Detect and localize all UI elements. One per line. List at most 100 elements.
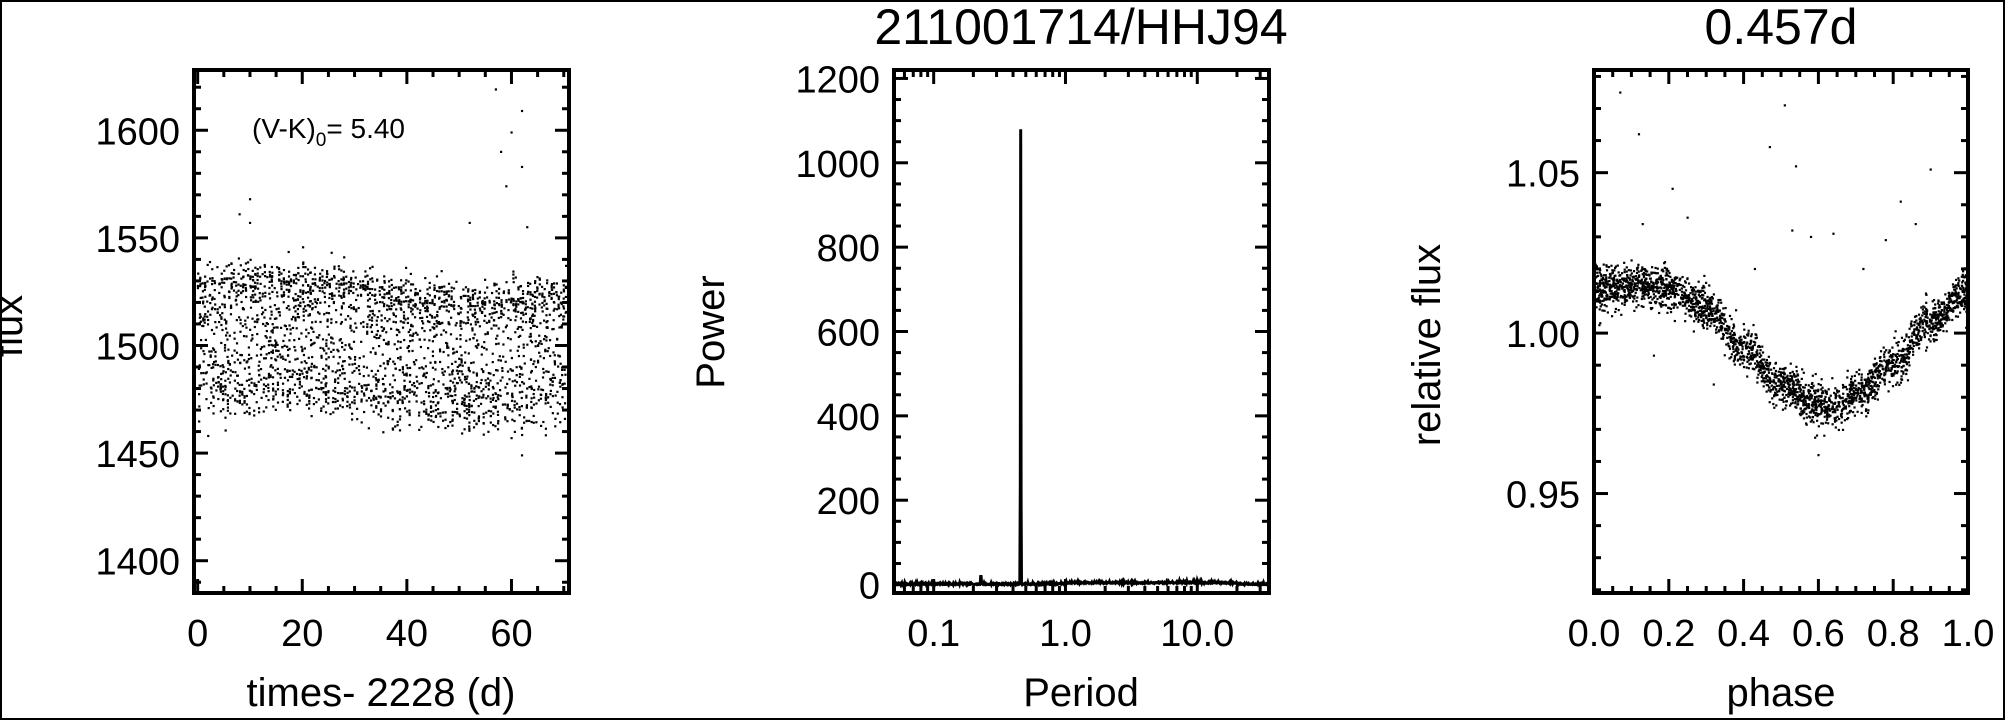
lightcurve-point: [211, 268, 214, 271]
phase-point: [1872, 396, 1875, 399]
lightcurve-point: [410, 307, 413, 310]
lightcurve-point: [330, 251, 333, 254]
lightcurve-point: [211, 363, 215, 366]
lightcurve-point: [431, 298, 434, 302]
phase-point: [1605, 265, 1608, 268]
phase-point: [1939, 314, 1942, 317]
phase-point: [1853, 414, 1856, 417]
phase-point: [1680, 290, 1683, 293]
phase-point: [1779, 373, 1783, 376]
lightcurve-point: [312, 330, 315, 333]
lightcurve-point: [342, 367, 345, 371]
lightcurve-point: [322, 387, 325, 390]
lightcurve-point: [292, 315, 295, 319]
lightcurve-point: [204, 275, 207, 278]
phase-point: [1688, 304, 1691, 307]
lightcurve-point: [436, 310, 439, 313]
lightcurve-point: [391, 386, 394, 389]
phase-point: [1896, 358, 1899, 361]
lightcurve-point: [455, 337, 458, 340]
lightcurve-point: [495, 337, 498, 340]
phase-point: [1670, 286, 1673, 289]
lightcurve-point: [221, 312, 224, 315]
lightcurve-point: [319, 301, 322, 304]
lightcurve-point: [212, 396, 215, 399]
phase-point: [1801, 368, 1804, 371]
phase-point: [1656, 272, 1659, 275]
lightcurve-point: [272, 387, 275, 390]
phase-point: [1790, 389, 1793, 393]
lightcurve-point: [475, 385, 478, 388]
phase-point: [1811, 394, 1814, 397]
lightcurve-point: [492, 324, 495, 327]
phase-point: [1712, 293, 1715, 296]
phase-point: [1820, 392, 1824, 395]
lightcurve-point: [502, 290, 506, 293]
lightcurve-point: [446, 386, 449, 390]
phase-point: [1663, 266, 1666, 269]
lightcurve-point: [518, 375, 521, 379]
phase-point: [1849, 385, 1852, 389]
phase-point: [1667, 292, 1670, 296]
lightcurve-point: [356, 392, 359, 395]
lightcurve-point: [292, 306, 296, 309]
phase-point: [1814, 406, 1817, 409]
lightcurve-point: [484, 303, 487, 306]
lightcurve-point: [398, 418, 402, 421]
lightcurve-point: [234, 412, 237, 415]
lightcurve-point: [327, 396, 330, 399]
lightcurve-point: [376, 279, 379, 282]
phase-point: [1638, 287, 1641, 290]
lightcurve-point: [531, 307, 534, 310]
lightcurve-point: [435, 319, 438, 323]
phase-point: [1898, 361, 1901, 364]
lightcurve-point: [324, 411, 328, 414]
lightcurve-point: [260, 378, 263, 381]
lightcurve-point: [297, 316, 301, 319]
lightcurve-point: [544, 348, 547, 351]
lightcurve-point: [232, 272, 235, 275]
phase-point: [1651, 306, 1654, 310]
phase-point: [1598, 271, 1601, 274]
lightcurve-point: [502, 291, 505, 295]
lightcurve-point: [453, 384, 456, 387]
phase-point: [1681, 284, 1685, 287]
lightcurve-point: [244, 323, 247, 326]
phase-point: [1660, 305, 1663, 308]
lightcurve-point: [323, 313, 326, 316]
lightcurve-point: [342, 270, 346, 273]
phase-point: [1959, 302, 1962, 305]
lightcurve-point: [494, 405, 497, 408]
phase-point: [1824, 421, 1827, 424]
lightcurve-point: [294, 349, 297, 352]
phase-point: [1694, 286, 1697, 289]
lightcurve-xtick-label: 0: [187, 613, 208, 655]
lightcurve-point: [235, 284, 238, 287]
phase-point: [1955, 295, 1958, 298]
lightcurve-point: [427, 395, 431, 398]
phase-point: [1850, 383, 1853, 387]
lightcurve-point: [276, 343, 279, 347]
phase-point: [1726, 324, 1729, 328]
lightcurve-point: [532, 414, 535, 418]
lightcurve-point: [335, 309, 338, 312]
lightcurve-point: [237, 283, 240, 286]
lightcurve-point: [425, 315, 429, 318]
lightcurve-point: [221, 278, 224, 281]
lightcurve-point: [487, 430, 490, 433]
phase-point: [1595, 290, 1598, 293]
phase-point: [1621, 302, 1624, 305]
lightcurve-point: [264, 335, 267, 338]
phase-point: [1649, 307, 1653, 310]
phase-point: [1746, 353, 1750, 356]
lightcurve-point: [529, 339, 532, 342]
lightcurve-point: [362, 320, 365, 324]
lightcurve-point: [517, 303, 520, 306]
lightcurve-point: [222, 408, 225, 411]
lightcurve-point: [268, 280, 271, 283]
phase-point: [1638, 275, 1641, 278]
lightcurve-point: [436, 322, 439, 325]
phase-point: [1649, 301, 1653, 305]
lightcurve-point: [282, 294, 285, 298]
annotation-value: = 5.40: [326, 113, 405, 144]
